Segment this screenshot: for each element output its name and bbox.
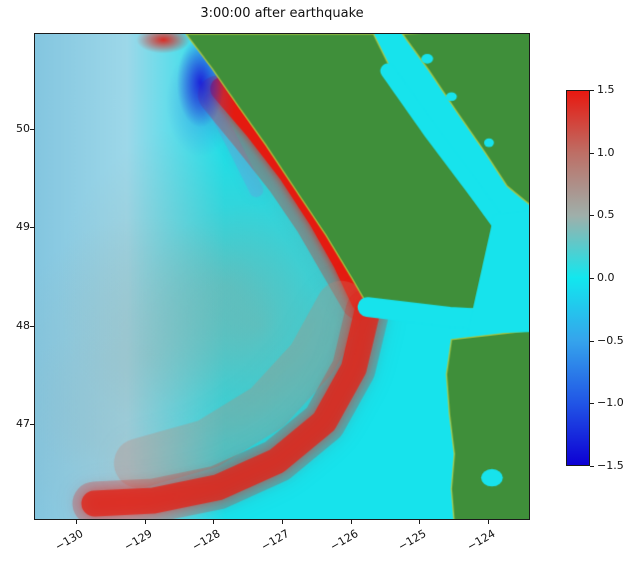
y-tick-label: 49 (16, 220, 30, 234)
colorbar-tick-mark (590, 90, 594, 91)
colorbar-tick-mark (590, 403, 594, 405)
colorbar-gradient (567, 91, 589, 465)
plot-title: 3:00:00 after earthquake (200, 6, 364, 21)
x-tick-mark (419, 520, 421, 524)
map-plot-area (34, 33, 530, 520)
x-tick-label: −127 (258, 527, 292, 554)
x-tick-mark (487, 520, 489, 524)
colorbar-tick-label: −1.0 (597, 396, 624, 410)
y-tick-label: 48 (16, 318, 30, 332)
x-tick-mark (282, 520, 283, 524)
colorbar-tick-label: 0.0 (597, 271, 615, 284)
colorbar-tick-label: −0.5 (597, 333, 624, 347)
colorbar-tick-label: −1.5 (597, 459, 624, 472)
colorbar-tick-label: 1.0 (597, 145, 615, 159)
y-tick-label: 47 (16, 417, 30, 431)
colorbar-tick-mark (590, 278, 594, 279)
colorbar-tick-label: 0.5 (597, 208, 615, 222)
y-tick-label: 50 (16, 121, 30, 135)
colorbar-tick-label: 1.5 (597, 83, 615, 96)
x-tick-mark (350, 520, 352, 524)
colorbar-tick-mark (590, 152, 594, 154)
colorbar-tick-mark (590, 215, 594, 217)
colorbar-tick-mark (590, 340, 594, 342)
x-tick-label: −129 (121, 527, 155, 554)
y-tick-mark (30, 227, 34, 229)
x-tick-label: −124 (464, 527, 498, 554)
x-tick-label: −125 (395, 527, 429, 554)
x-tick-label: −130 (53, 527, 86, 554)
tsunami-heatmap-canvas (35, 34, 529, 519)
x-tick-label: −128 (190, 527, 223, 554)
y-tick-mark (30, 128, 34, 130)
y-tick-mark (30, 325, 34, 327)
colorbar (566, 90, 590, 466)
x-tick-mark (213, 520, 215, 524)
x-tick-mark (76, 520, 78, 524)
x-tick-mark (144, 520, 146, 524)
colorbar-tick-mark (590, 466, 594, 467)
x-tick-label: −126 (327, 527, 360, 554)
y-tick-mark (30, 424, 34, 426)
